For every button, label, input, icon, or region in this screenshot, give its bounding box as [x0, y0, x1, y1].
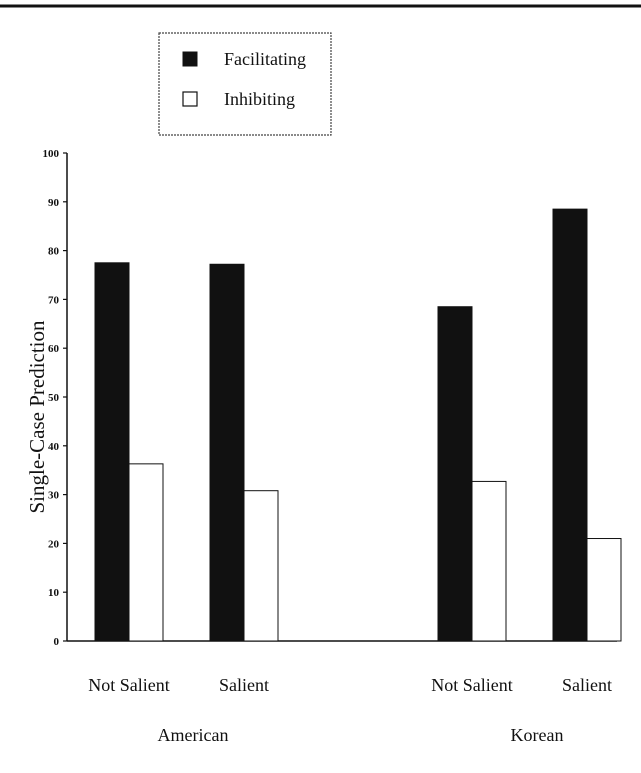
- x-tick-label: Not Salient: [88, 675, 170, 695]
- bar-facilitating: [437, 306, 473, 642]
- y-tick-label: 60: [48, 343, 60, 355]
- bar-inhibiting: [128, 463, 164, 642]
- x-labels: Not Salient Salient Not Salient Salient: [88, 675, 612, 695]
- bar-facilitating: [552, 208, 588, 642]
- legend-label-facilitating: Facilitating: [224, 49, 306, 69]
- bar-facilitating: [209, 263, 245, 642]
- group-label: Korean: [511, 725, 564, 745]
- legend-swatch-inhibiting: [182, 91, 198, 107]
- y-tick-label: 0: [54, 636, 60, 648]
- y-tick-label: 40: [48, 441, 60, 453]
- y-ticks: 0 10 20 30 40 50 60 70 80 90 100: [43, 148, 67, 648]
- y-tick-label: 50: [48, 392, 60, 404]
- bar-facilitating: [94, 262, 130, 642]
- legend-swatch-facilitating: [182, 51, 198, 67]
- bar-inhibiting: [243, 490, 279, 642]
- y-tick-label: 20: [48, 538, 60, 550]
- group-labels: American Korean: [158, 725, 564, 745]
- x-tick-label: Salient: [562, 675, 612, 695]
- legend-label-inhibiting: Inhibiting: [224, 89, 295, 109]
- y-tick-label: 10: [48, 587, 60, 599]
- bar-inhibiting: [586, 538, 622, 642]
- y-tick-label: 80: [48, 246, 60, 258]
- group-label: American: [158, 725, 229, 745]
- x-tick-label: Salient: [219, 675, 269, 695]
- bar-inhibiting: [471, 480, 507, 642]
- y-tick-label: 30: [48, 490, 60, 502]
- y-tick-label: 90: [48, 197, 60, 209]
- bars: [94, 208, 622, 642]
- y-axis-title: Single-Case Prediction: [25, 320, 49, 514]
- y-tick-label: 100: [43, 148, 60, 160]
- y-tick-label: 70: [48, 294, 60, 306]
- x-tick-label: Not Salient: [431, 675, 513, 695]
- legend-box: [158, 32, 332, 136]
- legend: Facilitating Inhibiting: [158, 32, 332, 136]
